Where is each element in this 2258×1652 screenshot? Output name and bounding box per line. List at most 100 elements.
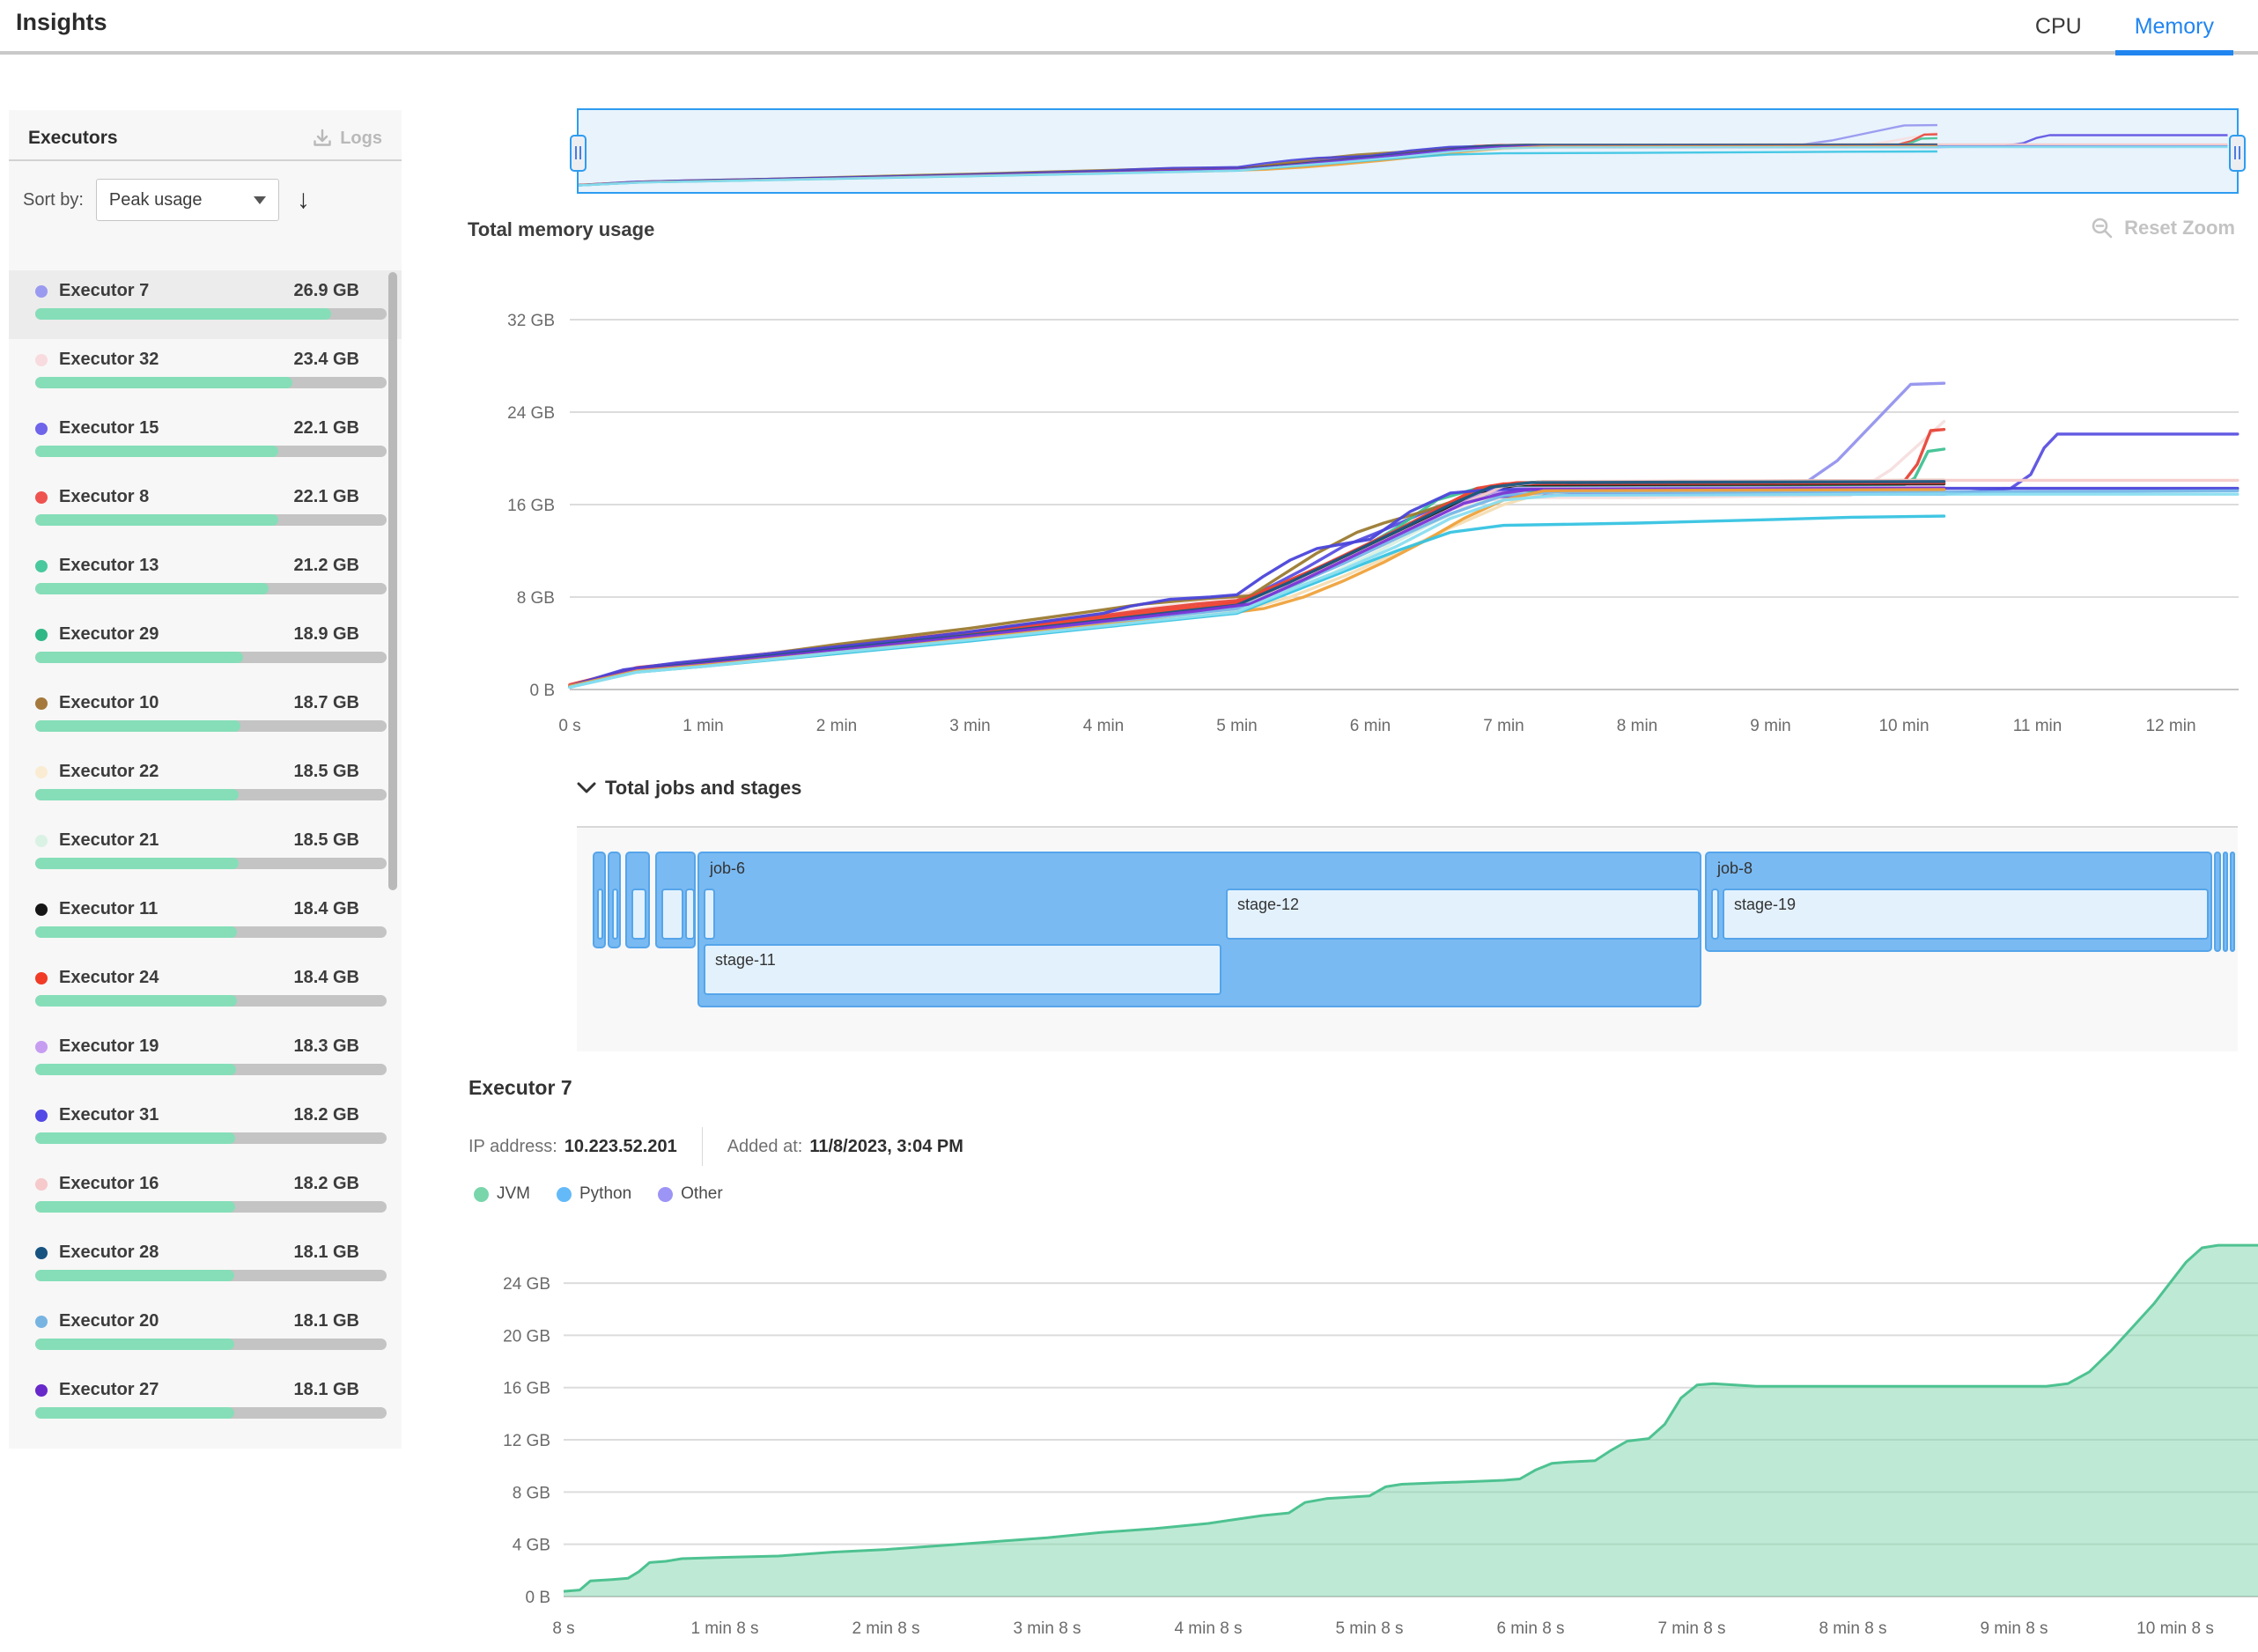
executor-list-item[interactable]: Executor 20 18.1 GB	[9, 1301, 402, 1369]
stage-label: stage-11	[715, 951, 776, 969]
stage-label: stage-19	[1734, 896, 1797, 913]
reset-zoom-button[interactable]: Reset Zoom	[2091, 217, 2235, 240]
x-axis-tick-label: 6 min 8 s	[1496, 1619, 1564, 1638]
executor-list-scrollbar[interactable]	[388, 272, 397, 890]
executor-list-item[interactable]: Executor 7 26.9 GB	[9, 270, 402, 339]
memory-series-line	[568, 381, 1946, 688]
executor-peak-value: 26.9 GB	[293, 281, 359, 300]
executor-usage-bar	[35, 1064, 387, 1075]
executor-usage-bar-fill	[35, 858, 239, 869]
y-axis-tick-label: 0 B	[525, 1589, 550, 1607]
x-axis-tick-label: 10 min	[1878, 717, 1929, 735]
executor-name: Executor 11	[59, 899, 159, 918]
y-axis-tick-label: 12 GB	[503, 1432, 550, 1450]
executor-color-dot	[35, 628, 48, 641]
legend-item-python[interactable]: Python	[557, 1184, 631, 1204]
stage-label: stage-12	[1237, 896, 1300, 913]
job-block[interactable]	[593, 852, 606, 948]
executor-usage-bar	[35, 652, 387, 663]
app-header: Insights CPU Memory	[0, 0, 2258, 55]
executors-panel: Executors Logs Sort by: Peak usage ↓ Exe…	[9, 110, 402, 1449]
executor-list-item[interactable]: Executor 31 18.2 GB	[9, 1095, 402, 1163]
executor-color-dot	[35, 1383, 48, 1397]
executor-list-item[interactable]: Executor 16 18.2 GB	[9, 1163, 402, 1232]
executor-peak-value: 18.1 GB	[293, 1380, 359, 1399]
executor-list-item[interactable]: Executor 11 18.4 GB	[9, 889, 402, 957]
executor-usage-bar	[35, 1201, 387, 1213]
executor-peak-value: 18.5 GB	[293, 830, 359, 850]
executor-color-dot	[35, 1315, 48, 1328]
added-at-value: 11/8/2023, 3:04 PM	[809, 1136, 963, 1156]
executor-list-item[interactable]: Executor 19 18.3 GB	[9, 1026, 402, 1095]
stage-block-stage-19[interactable]: stage-19	[1723, 889, 2209, 940]
total-memory-line-chart[interactable]: 32 GB 24 GB 16 GB 8 GB 0 B0 s 1 min 2 min 3 min…	[467, 299, 2258, 740]
job-block[interactable]	[655, 852, 696, 948]
stage-block[interactable]	[597, 889, 603, 940]
executor-usage-bar-fill	[35, 1270, 234, 1281]
executor-memory-area-chart[interactable]: 24 GB 20 GB 16 GB 12 GB 8 GB 4 GB 0 B8 s 1 min …	[467, 1233, 2258, 1652]
stage-block-stage-12[interactable]: stage-12	[1226, 889, 1700, 940]
job-block[interactable]	[2223, 852, 2228, 952]
executor-list-item[interactable]: Executor 10 18.7 GB	[9, 682, 402, 751]
executor-list-item[interactable]: Executor 15 22.1 GB	[9, 408, 402, 476]
job-block[interactable]	[2214, 852, 2221, 952]
executor-color-dot	[35, 765, 48, 778]
stage-block[interactable]	[704, 889, 715, 940]
executor-list-item[interactable]: Executor 28 18.1 GB	[9, 1232, 402, 1301]
stage-block-stage-11[interactable]: stage-11	[704, 944, 1221, 995]
executor-color-dot	[35, 1246, 48, 1259]
legend-item-jvm[interactable]: JVM	[474, 1184, 530, 1204]
executor-color-dot	[35, 490, 48, 504]
brush-handle-left[interactable]	[570, 134, 587, 172]
jobs-section-header[interactable]: Total jobs and stages	[577, 777, 801, 800]
executor-list-item[interactable]: Executor 29 18.9 GB	[9, 614, 402, 682]
executor-list-item[interactable]: Executor 22 18.5 GB	[9, 751, 402, 820]
legend-color-dot	[474, 1186, 489, 1202]
job-block[interactable]	[608, 852, 621, 948]
executor-usage-bar-fill	[35, 1339, 234, 1350]
stage-block[interactable]	[631, 889, 646, 940]
executor-peak-value: 18.1 GB	[293, 1243, 359, 1262]
executor-list-item[interactable]: Executor 27 18.1 GB	[9, 1369, 402, 1438]
executor-list-item[interactable]: Executor 24 18.4 GB	[9, 957, 402, 1026]
zoom-brush-minimap[interactable]	[570, 108, 2246, 194]
executor-usage-bar	[35, 858, 387, 869]
stage-block[interactable]	[685, 889, 695, 940]
download-icon	[314, 129, 331, 146]
stage-block[interactable]	[612, 889, 618, 940]
executor-list-item[interactable]: Executor 8 22.1 GB	[9, 476, 402, 545]
job-block[interactable]	[625, 852, 650, 948]
legend-item-other[interactable]: Other	[658, 1184, 723, 1204]
sort-select[interactable]: Peak usage	[95, 179, 279, 221]
executor-name: Executor 32	[59, 350, 159, 369]
tab-memory[interactable]: Memory	[2108, 0, 2240, 55]
y-axis-tick-label: 4 GB	[513, 1537, 550, 1555]
tab-bar: CPU Memory	[2009, 0, 2240, 55]
stage-block[interactable]	[1711, 889, 1719, 940]
y-axis-tick-label: 8 GB	[517, 589, 555, 608]
x-axis-tick-label: 1 min 8 s	[690, 1619, 758, 1638]
y-axis-tick-label: 24 GB	[507, 404, 555, 423]
job-block-job-8[interactable]: job-8 stage-19	[1705, 852, 2212, 952]
brush-handle-right[interactable]	[2229, 134, 2246, 172]
stage-block[interactable]	[661, 889, 683, 940]
executor-name: Executor 27	[59, 1380, 159, 1399]
sort-direction-button[interactable]: ↓	[296, 185, 310, 214]
executor-list-item[interactable]: Executor 21 18.5 GB	[9, 820, 402, 889]
executor-peak-value: 18.7 GB	[293, 693, 359, 712]
x-axis-tick-label: 3 min	[949, 717, 990, 735]
y-axis-tick-label: 8 GB	[513, 1484, 550, 1502]
executor-name: Executor 10	[59, 693, 159, 712]
memory-type-legend: JVM Python Other	[474, 1184, 723, 1204]
tab-cpu[interactable]: CPU	[2034, 14, 2082, 39]
executor-list-item[interactable]: Executor 32 23.4 GB	[9, 339, 402, 408]
job-block-job-6[interactable]: job-6 stage-12 stage-11	[697, 852, 1701, 1007]
logs-button[interactable]: Logs	[313, 129, 382, 149]
chevron-down-icon	[253, 195, 266, 204]
executor-color-dot	[35, 834, 48, 847]
y-axis-tick-label: 20 GB	[503, 1327, 550, 1346]
executor-list-item[interactable]: Executor 13 21.2 GB	[9, 545, 402, 614]
executor-usage-bar-fill	[35, 1201, 236, 1213]
job-label: job-6	[710, 859, 746, 877]
job-block[interactable]	[2230, 852, 2235, 952]
